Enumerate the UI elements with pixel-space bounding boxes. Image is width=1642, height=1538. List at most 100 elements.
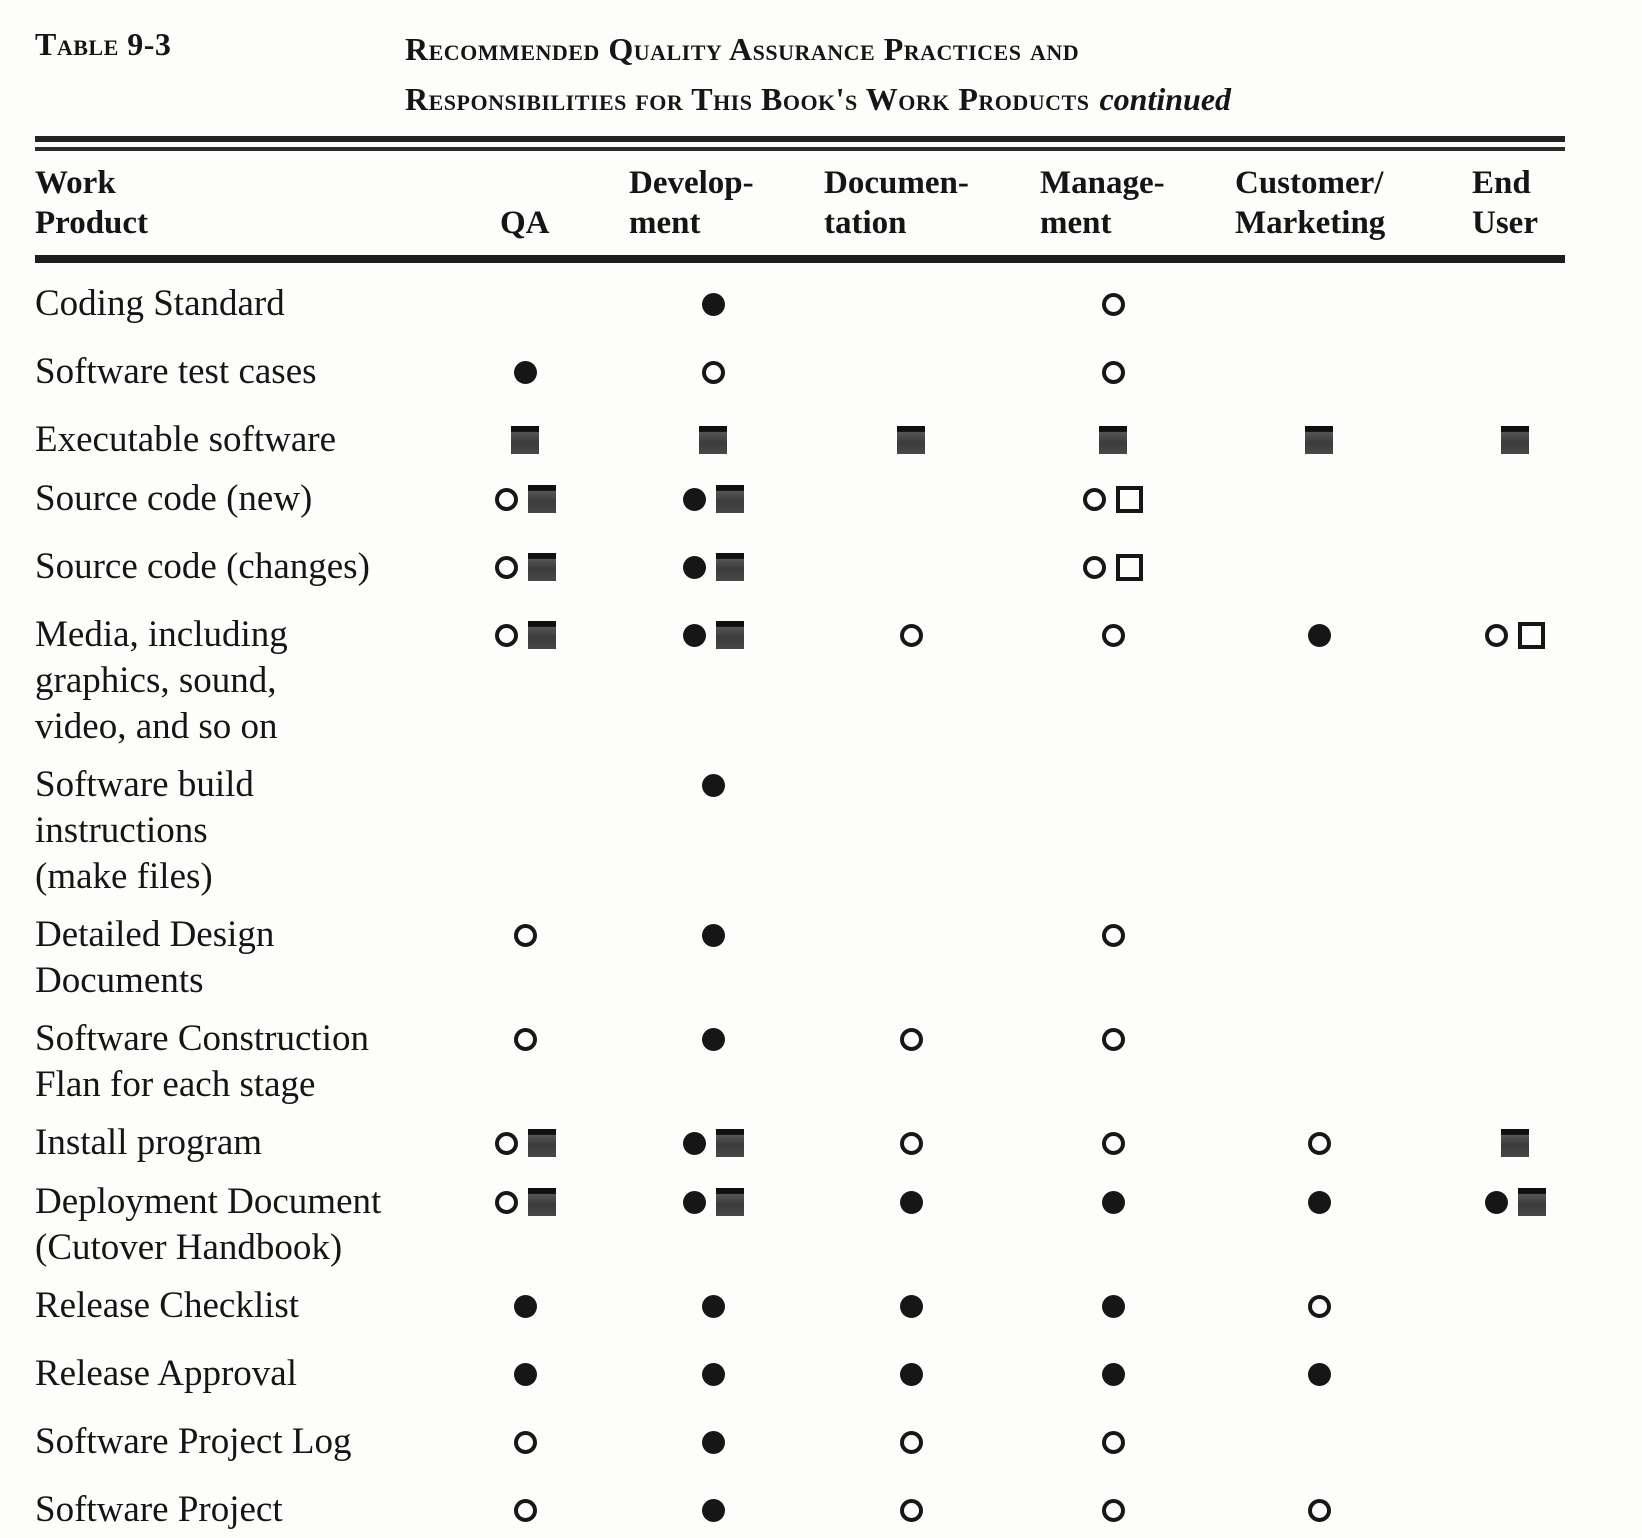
open-circle-icon: [513, 1027, 537, 1051]
cell-customer_marketing: [1235, 912, 1472, 1004]
cell-end_user: [1472, 762, 1642, 900]
symbol-group: [1470, 1351, 1560, 1397]
cell-qa: [485, 281, 629, 337]
symbol-group: [1470, 612, 1560, 658]
column-header-documentation: Documen-tation: [824, 163, 1040, 243]
work-product-line: Install program: [35, 1122, 263, 1163]
filled-square-icon: [715, 621, 744, 649]
open-circle-icon: [1307, 1498, 1331, 1522]
symbol-group: [1068, 762, 1158, 808]
work-product-name: Coding Standard: [35, 281, 485, 337]
symbol-group: [1274, 1419, 1364, 1465]
table-title-line-2: Responsibilities for This Book's Work Pr…: [405, 74, 1231, 124]
cell-customer_marketing: [1235, 476, 1472, 532]
symbol-group: [866, 476, 956, 522]
cell-development: [629, 1351, 824, 1407]
work-product-line: Source code (changes): [35, 546, 370, 587]
symbol-group: [668, 1351, 758, 1397]
filled-circle-icon: [899, 1294, 923, 1318]
filled-square-icon: [715, 1188, 744, 1216]
filled-circle-icon: [701, 1362, 725, 1386]
symbol-group: [1068, 1351, 1158, 1397]
cell-end_user: [1472, 1283, 1642, 1339]
symbol-group: [866, 1120, 956, 1166]
open-circle-icon: [1101, 360, 1125, 384]
cell-documentation: [824, 1120, 1040, 1167]
open-circle-icon: [494, 1190, 518, 1214]
filled-square-icon: [715, 553, 744, 581]
symbol-group: [480, 1120, 570, 1166]
cell-documentation: [824, 349, 1040, 405]
symbol-group: [668, 912, 758, 958]
symbol-group: [480, 1179, 570, 1225]
work-product-name: Software Project History Document: [35, 1487, 485, 1538]
symbol-group: [1068, 1283, 1158, 1329]
work-product-line: Documents: [35, 960, 204, 1001]
filled-square-icon: [511, 426, 539, 454]
filled-circle-icon: [1484, 1190, 1508, 1214]
symbol-group: [1068, 1179, 1158, 1225]
open-circle-icon: [1101, 1027, 1125, 1051]
open-circle-icon: [1307, 1131, 1331, 1155]
open-circle-icon: [513, 1430, 537, 1454]
cell-customer_marketing: [1235, 1283, 1472, 1339]
symbol-group: [1470, 1487, 1560, 1533]
table-row: Software Project Log: [35, 1419, 1642, 1475]
cell-development: [629, 762, 824, 900]
symbol-group: [1470, 544, 1560, 590]
open-circle-icon: [899, 1131, 923, 1155]
cell-management: [1040, 1120, 1235, 1167]
open-square-icon: [1116, 485, 1143, 513]
column-header-line: Documen-: [824, 165, 969, 201]
column-header-qa: QA: [485, 163, 629, 243]
cell-end_user: [1472, 1351, 1642, 1407]
cell-qa: [485, 1419, 629, 1475]
table-title-line-1: Recommended Quality Assurance Practices …: [405, 31, 1080, 67]
symbol-group: [866, 1179, 956, 1225]
symbol-group: [1274, 1179, 1364, 1225]
symbol-group: [1274, 912, 1364, 958]
cell-development: [629, 1487, 824, 1538]
column-header-line: User: [1472, 205, 1538, 241]
symbol-group: [866, 1487, 956, 1533]
work-product-line: video, and so on: [35, 706, 278, 747]
open-circle-icon: [494, 623, 518, 647]
column-header-line: Customer/: [1235, 165, 1384, 201]
cell-customer_marketing: [1235, 349, 1472, 405]
table-row: Source code (new): [35, 476, 1642, 532]
column-header-line: tation: [824, 205, 907, 241]
cell-qa: [485, 1120, 629, 1167]
top-double-rule: [35, 136, 1565, 151]
cell-development: [629, 1419, 824, 1475]
column-header-line: ment: [629, 205, 701, 241]
work-product-line: Software build: [35, 764, 254, 805]
table-row: Software build instructions (make files): [35, 762, 1642, 900]
cell-documentation: [824, 912, 1040, 1004]
table-row: Coding Standard: [35, 281, 1642, 337]
open-circle-icon: [494, 1131, 518, 1155]
table-row: Deployment Document (Cutover Handbook): [35, 1179, 1642, 1271]
symbol-group: [480, 476, 570, 522]
symbol-group: [1274, 1016, 1364, 1062]
open-circle-icon: [899, 1498, 923, 1522]
work-product-name: Install program: [35, 1120, 485, 1167]
filled-circle-icon: [682, 1131, 706, 1155]
cell-end_user: [1472, 281, 1642, 337]
table-row: Media, including graphics, sound, video, a…: [35, 612, 1642, 750]
cell-customer_marketing: [1235, 612, 1472, 750]
cell-qa: [485, 1179, 629, 1271]
work-product-name: Software Project Log: [35, 1419, 485, 1475]
symbol-group: [1470, 417, 1560, 463]
cell-management: [1040, 1419, 1235, 1475]
work-product-name: Software Construction Flan for each stage: [35, 1016, 485, 1108]
symbol-group: [1068, 544, 1158, 590]
symbol-group: [1068, 612, 1158, 658]
open-circle-icon: [899, 1027, 923, 1051]
filled-square-icon: [1501, 426, 1529, 454]
column-header-management: Manage-ment: [1040, 163, 1235, 243]
symbol-group: [668, 1120, 758, 1166]
work-product-name: Release Checklist: [35, 1283, 485, 1339]
symbol-group: [1470, 1120, 1560, 1166]
symbol-group: [1470, 1283, 1560, 1329]
